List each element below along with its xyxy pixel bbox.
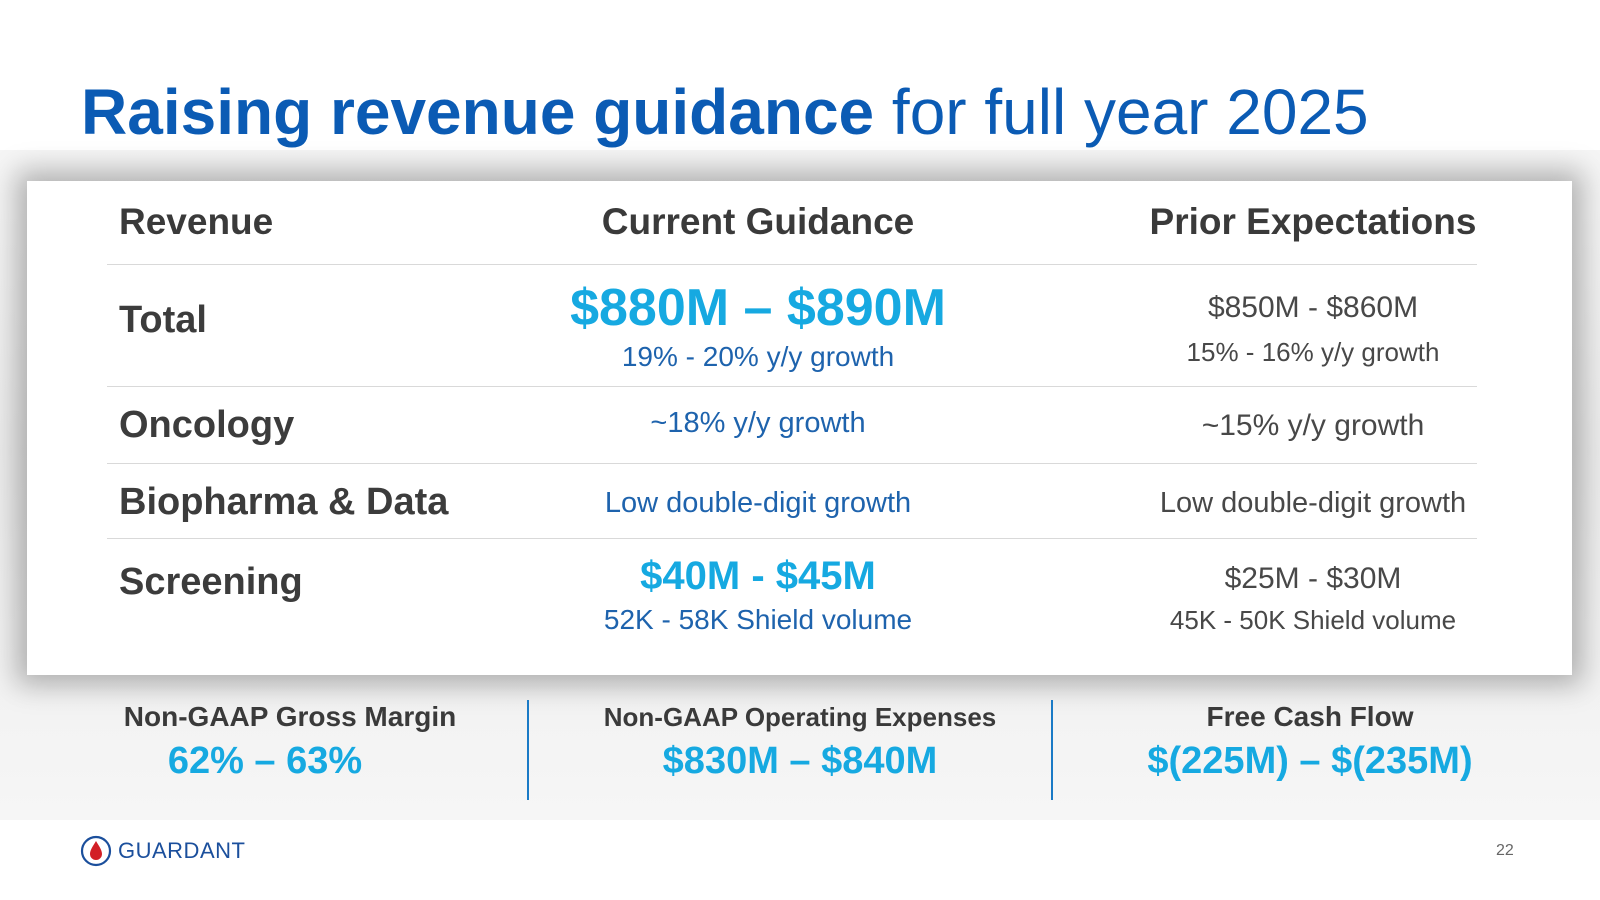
table-divider	[107, 386, 1477, 387]
total-current-growth: 19% - 20% y/y growth	[621, 341, 895, 372]
metric-separator	[1051, 700, 1053, 800]
oncology-current-growth: ~18% y/y growth	[650, 407, 866, 439]
metric-value: $830M – $840M	[662, 740, 938, 782]
metric-label: Non-GAAP Operating Expenses	[603, 702, 997, 732]
oncology-prior-growth: ~15% y/y growth	[1201, 409, 1425, 442]
header-prior-expectations: Prior Expectations	[1149, 201, 1477, 242]
row-label-screening: Screening	[119, 561, 303, 603]
biopharma-current-growth: Low double-digit growth	[604, 487, 912, 519]
header-current-guidance: Current Guidance	[601, 201, 915, 242]
guidance-table-card: Revenue Current Guidance Prior Expectati…	[27, 181, 1572, 675]
metric-free-cash-flow: Free Cash Flow $(225M) – $(235M)	[1100, 700, 1520, 784]
screening-prior-volume: 45K - 50K Shield volume	[1169, 605, 1457, 635]
metric-separator	[527, 700, 529, 800]
table-divider	[107, 463, 1477, 464]
page-title-rest: for full year 2025	[891, 76, 1369, 148]
page-title-bold: Raising revenue guidance	[81, 76, 875, 148]
metric-value: 62% – 63%	[167, 740, 363, 782]
page-title: Raising revenue guidance for full year 2…	[81, 72, 1369, 152]
screening-current-range: $40M - $45M	[640, 554, 876, 598]
logo-text: GUARDANT	[118, 838, 246, 863]
biopharma-prior-growth: Low double-digit growth	[1159, 487, 1467, 519]
metric-gross-margin: Non-GAAP Gross Margin 62% – 63%	[100, 700, 480, 784]
table-divider	[107, 264, 1477, 265]
blood-drop-icon	[80, 835, 112, 867]
total-current-range: $880M – $890M	[570, 279, 946, 337]
header-revenue: Revenue	[119, 201, 274, 242]
guardant-logo: GUARDANT	[80, 834, 245, 868]
screening-current-volume: 52K - 58K Shield volume	[603, 604, 913, 635]
row-label-biopharma: Biopharma & Data	[119, 481, 449, 523]
total-prior-range: $850M - $860M	[1207, 291, 1419, 324]
screening-prior-range: $25M - $30M	[1224, 562, 1402, 595]
total-prior-growth: 15% - 16% y/y growth	[1186, 337, 1440, 367]
row-label-oncology: Oncology	[119, 404, 295, 446]
table-divider	[107, 538, 1477, 539]
metric-label: Free Cash Flow	[1206, 701, 1414, 732]
page-number: 22	[1496, 842, 1514, 859]
metric-label: Non-GAAP Gross Margin	[123, 701, 457, 732]
row-label-total: Total	[119, 299, 207, 341]
metric-value: $(225M) – $(235M)	[1147, 740, 1473, 782]
metric-operating-expenses: Non-GAAP Operating Expenses $830M – $840…	[580, 700, 1020, 784]
